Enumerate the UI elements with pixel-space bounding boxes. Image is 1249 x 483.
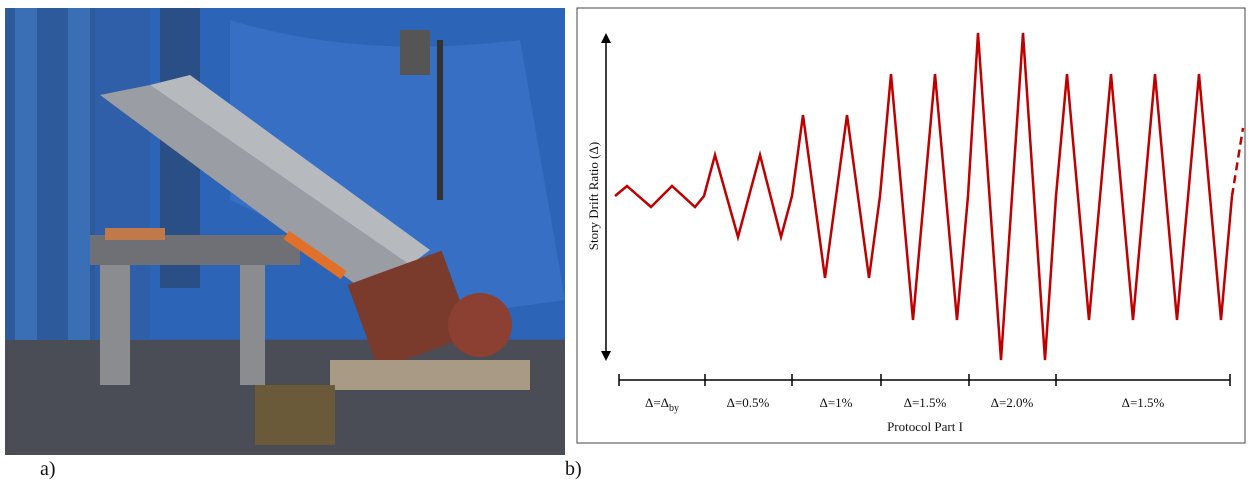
panel-label: b) [565, 458, 582, 480]
protocol-line [614, 32, 1234, 361]
y-axis-label: Story Drift Ratio (Δ) [586, 142, 601, 250]
panel-label: a) [40, 458, 56, 480]
x-axis-label: Protocol Part I [887, 419, 963, 434]
segment-text: Δ=Δ [645, 395, 669, 410]
segment-label: Δ=Δby [645, 395, 679, 414]
segment-label: Δ=2.0% [991, 395, 1034, 410]
segment-subscript: by [669, 403, 679, 414]
segment-label: Δ=1.5% [1122, 395, 1165, 410]
segment-label: Δ=1.5% [904, 395, 947, 410]
photo [5, 8, 565, 455]
panel-frame [576, 7, 1246, 444]
segment-ruler [618, 374, 1231, 386]
protocol-continuation [1230, 127, 1245, 197]
segment-label: Δ=1% [819, 395, 852, 410]
segment-label: Δ=0.5% [727, 395, 770, 410]
